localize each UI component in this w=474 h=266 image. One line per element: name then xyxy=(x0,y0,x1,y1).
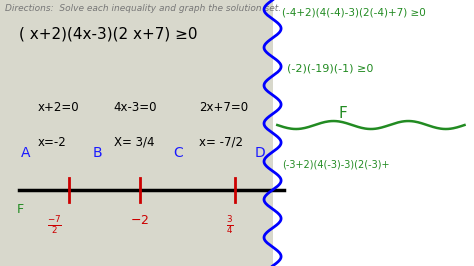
Text: ( x+2)(4x-3)(2 x+7) ≥0: ( x+2)(4x-3)(2 x+7) ≥0 xyxy=(19,27,198,41)
Text: X= 3/4: X= 3/4 xyxy=(114,136,154,149)
Text: $\frac{3}{4}$: $\frac{3}{4}$ xyxy=(226,214,234,236)
Text: A: A xyxy=(21,146,31,160)
Text: $-2$: $-2$ xyxy=(130,214,149,227)
Text: 4x-3=0: 4x-3=0 xyxy=(114,101,157,114)
Text: (-2)(-19)(-1) ≥0: (-2)(-19)(-1) ≥0 xyxy=(287,64,373,74)
Text: x+2=0: x+2=0 xyxy=(38,101,80,114)
Text: (-4+2)(4(-4)-3)(2(-4)+7) ≥0: (-4+2)(4(-4)-3)(2(-4)+7) ≥0 xyxy=(282,8,426,18)
Text: x=-2: x=-2 xyxy=(38,136,67,149)
Text: F: F xyxy=(17,203,24,217)
Text: C: C xyxy=(173,146,182,160)
Text: F: F xyxy=(339,106,347,121)
Text: $\frac{-7}{2}$: $\frac{-7}{2}$ xyxy=(47,214,62,236)
Text: x= -7/2: x= -7/2 xyxy=(199,136,243,149)
Text: Directions:  Solve each inequality and graph the solution set.: Directions: Solve each inequality and gr… xyxy=(5,4,281,13)
Text: B: B xyxy=(92,146,102,160)
Text: D: D xyxy=(255,146,265,160)
Text: 2x+7=0: 2x+7=0 xyxy=(199,101,248,114)
Text: (-3+2)(4(-3)-3)(2(-3)+: (-3+2)(4(-3)-3)(2(-3)+ xyxy=(282,160,390,170)
Bar xyxy=(273,0,474,266)
